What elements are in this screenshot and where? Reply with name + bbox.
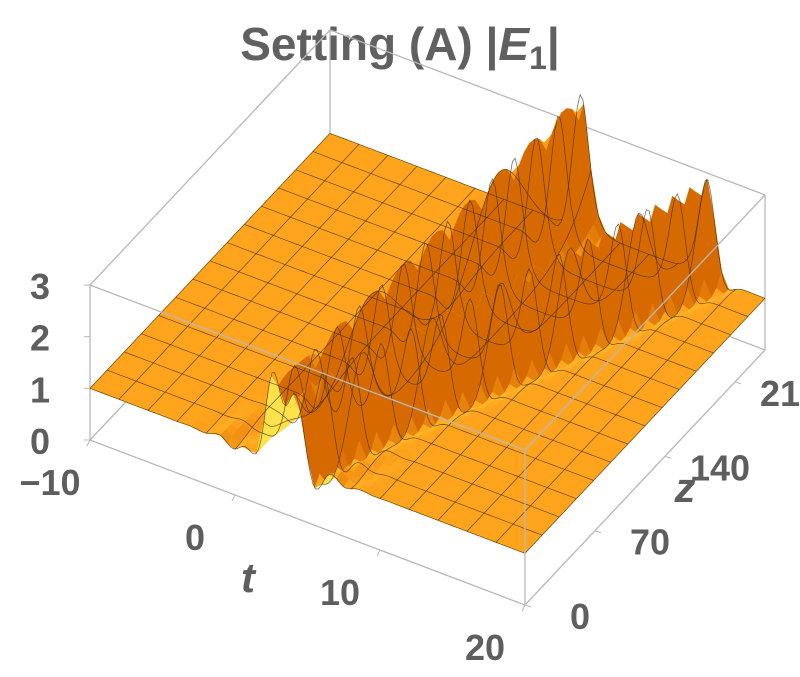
- mesh-line-z: [329, 93, 766, 299]
- mesh-line-t: [379, 242, 621, 499]
- chart-title: Setting (A) |E1|: [240, 18, 560, 76]
- height-tick-label: 2: [30, 318, 50, 359]
- mesh-line-z: [192, 264, 629, 445]
- mesh-line-z: [295, 137, 731, 336]
- mesh-line-z: [124, 348, 560, 518]
- height-tick-label: 3: [30, 266, 50, 307]
- t-tick-label: 20: [465, 627, 505, 668]
- z-tick-mark: [524, 604, 532, 608]
- t-tick-label: 0: [185, 517, 205, 558]
- height-tick-label: 0: [30, 421, 50, 462]
- t-tick-label: −10: [19, 462, 80, 503]
- mesh-line-z: [312, 116, 749, 317]
- z-axis-label: z: [674, 464, 696, 511]
- mesh-line-z: [244, 199, 680, 390]
- box-edge-back: [89, 29, 331, 286]
- z-tick-mark: [734, 381, 742, 385]
- z-tick-label: 0: [570, 596, 590, 637]
- height-tick-label: 1: [30, 369, 50, 410]
- mesh-line-z: [89, 372, 526, 554]
- box-edge-front: [89, 284, 526, 451]
- t-tick-mark: [231, 494, 236, 502]
- t-tick-mark: [86, 439, 91, 447]
- axis-ticks: −10010200701402100123: [19, 266, 800, 668]
- t-tick-mark: [521, 604, 526, 612]
- box-edge-front: [524, 349, 766, 606]
- t-tick-label: 10: [320, 572, 360, 613]
- box-edge-front: [524, 194, 766, 451]
- box-edge-front: [89, 439, 526, 606]
- mesh-line-z: [278, 157, 714, 354]
- z-tick-label: 140: [690, 447, 750, 488]
- z-tick-label: 210: [760, 373, 800, 414]
- mesh-line-z: [175, 284, 611, 463]
- mesh-line-z: [226, 220, 663, 408]
- z-tick-mark: [664, 455, 672, 459]
- z-tick-mark: [594, 530, 602, 534]
- box-edge-back: [329, 29, 766, 196]
- mesh-line-z: [141, 325, 577, 500]
- mesh-line-z: [158, 304, 594, 481]
- bounding-box-front: [89, 194, 766, 606]
- t-axis-label: t: [241, 554, 257, 601]
- surface-mesh: [89, 93, 766, 554]
- z-tick-label: 70: [630, 522, 670, 563]
- t-tick-mark: [376, 549, 381, 557]
